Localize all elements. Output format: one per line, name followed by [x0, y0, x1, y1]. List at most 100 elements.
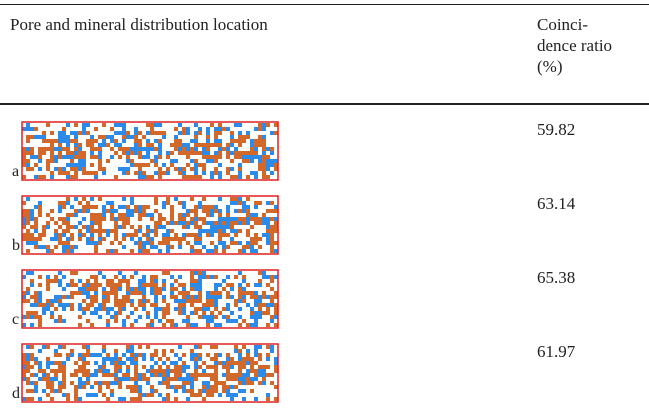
pixel [146, 123, 150, 127]
pixel [170, 295, 174, 299]
pixel [102, 307, 106, 311]
pixel [138, 147, 142, 151]
pixel [118, 143, 122, 147]
pixel [194, 163, 198, 167]
pixel [230, 295, 234, 299]
pixel [58, 389, 62, 393]
pixel [174, 159, 178, 163]
pixel [194, 209, 198, 213]
pixel [254, 175, 258, 179]
pixel [158, 241, 162, 245]
pixel [158, 381, 162, 385]
pixel [146, 323, 150, 327]
pixel [182, 131, 186, 135]
pixel [130, 377, 134, 381]
pixel [138, 217, 142, 221]
pixel [238, 175, 242, 179]
pixel [98, 385, 102, 389]
pixel [138, 245, 142, 249]
pixel [254, 205, 258, 209]
pixel [126, 151, 130, 155]
pixel [234, 139, 238, 143]
pixel [98, 155, 102, 159]
pixel [118, 369, 122, 373]
pixel [30, 357, 34, 361]
pixel [174, 361, 178, 365]
pixel [110, 155, 114, 159]
pixel [30, 279, 34, 283]
pixel [246, 353, 250, 357]
pixel [138, 291, 142, 295]
pixel [90, 143, 94, 147]
pixel [202, 307, 206, 311]
pixel [90, 393, 94, 397]
pixel [182, 201, 186, 205]
pixel [114, 369, 118, 373]
pixel [42, 233, 46, 237]
pixel [34, 361, 38, 365]
pixel [174, 221, 178, 225]
pixel [194, 279, 198, 283]
pixel [178, 201, 182, 205]
pixel [234, 197, 238, 201]
pixel [46, 303, 50, 307]
pixel [78, 155, 82, 159]
pixel [170, 221, 174, 225]
pixel [202, 275, 206, 279]
pixel [214, 299, 218, 303]
pixel [82, 365, 86, 369]
pixel [142, 295, 146, 299]
pixel [42, 139, 46, 143]
coincidence-ratio: 63.14 [537, 193, 575, 214]
pixel [242, 159, 246, 163]
pixel [142, 171, 146, 175]
pixel [198, 373, 202, 377]
pixel [210, 299, 214, 303]
pixel [210, 225, 214, 229]
pixel [26, 229, 30, 233]
pixel [114, 283, 118, 287]
pixel [106, 307, 110, 311]
pixel [90, 353, 94, 357]
pixel [150, 237, 154, 241]
pixel [102, 237, 106, 241]
pixel [134, 365, 138, 369]
pixel [122, 275, 126, 279]
pixel [182, 283, 186, 287]
pixel [130, 249, 134, 253]
pixel [246, 283, 250, 287]
pixel [210, 295, 214, 299]
pixel [158, 249, 162, 253]
pixel [226, 389, 230, 393]
pixel [134, 357, 138, 361]
pixel [146, 377, 150, 381]
pixel [266, 365, 270, 369]
pixel [78, 237, 82, 241]
pixel [214, 353, 218, 357]
pixel [34, 245, 38, 249]
pixel [230, 357, 234, 361]
pixel [134, 139, 138, 143]
distribution-image [21, 195, 279, 255]
pixel [58, 279, 62, 283]
pixel [230, 229, 234, 233]
pixel [242, 221, 246, 225]
pixel [122, 319, 126, 323]
pixel [178, 373, 182, 377]
pixel [138, 205, 142, 209]
pixel [198, 217, 202, 221]
pixel [270, 209, 274, 213]
pixel [66, 295, 70, 299]
pixel [142, 249, 146, 253]
pixel [254, 345, 258, 349]
pixel [98, 271, 102, 275]
pixel [146, 283, 150, 287]
pixel [198, 163, 202, 167]
pixel [38, 291, 42, 295]
pixel [62, 393, 66, 397]
pixel [202, 155, 206, 159]
pixel [54, 361, 58, 365]
pixel [46, 381, 50, 385]
pixel [202, 271, 206, 275]
pixel [206, 159, 210, 163]
